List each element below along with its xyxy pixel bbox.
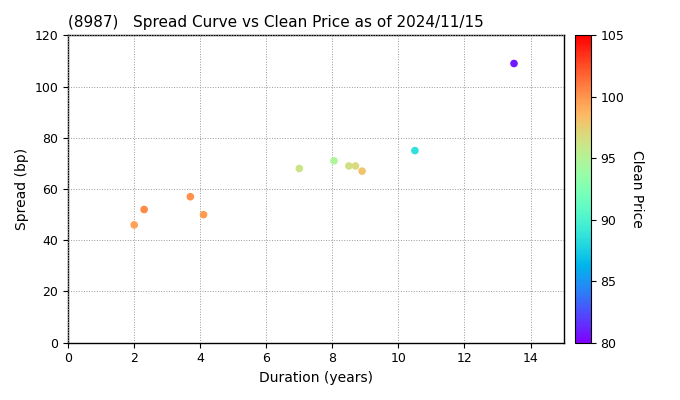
Point bbox=[129, 222, 139, 228]
Point bbox=[356, 168, 367, 174]
Point bbox=[139, 206, 150, 213]
Text: (8987)   Spread Curve vs Clean Price as of 2024/11/15: (8987) Spread Curve vs Clean Price as of… bbox=[68, 15, 484, 30]
Point bbox=[343, 163, 354, 169]
Point bbox=[198, 212, 209, 218]
Point bbox=[350, 163, 361, 169]
Point bbox=[409, 148, 420, 154]
Y-axis label: Clean Price: Clean Price bbox=[630, 150, 644, 228]
X-axis label: Duration (years): Duration (years) bbox=[259, 371, 373, 385]
Point bbox=[328, 158, 339, 164]
Point bbox=[509, 60, 520, 67]
Point bbox=[185, 194, 196, 200]
Y-axis label: Spread (bp): Spread (bp) bbox=[15, 148, 29, 230]
Point bbox=[294, 165, 305, 172]
